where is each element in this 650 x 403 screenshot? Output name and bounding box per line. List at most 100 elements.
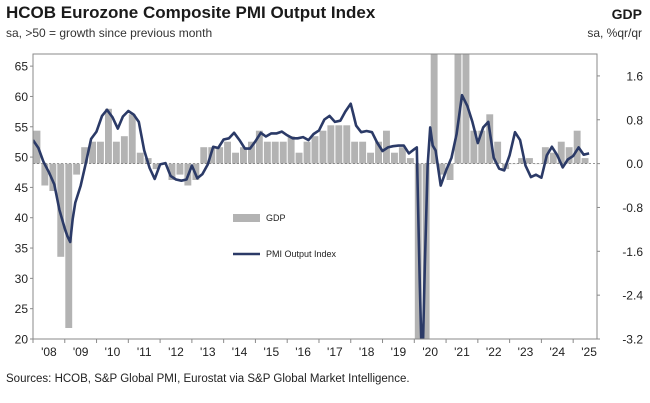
gdp-bar: [232, 152, 239, 164]
gdp-bar: [375, 141, 382, 164]
gdp-bar: [89, 141, 96, 164]
gdp-bar: [49, 163, 57, 191]
gdp-bar: [73, 163, 81, 175]
x-tick-label: '24: [549, 345, 565, 359]
gdp-bar: [120, 136, 128, 164]
x-tick-label: '11: [137, 345, 152, 359]
gdp-bar: [518, 158, 525, 164]
right-tick-label: -0.8: [622, 201, 643, 215]
x-tick-label: '20: [422, 345, 438, 359]
gdp-bar: [41, 163, 49, 186]
gdp-bar: [271, 141, 279, 164]
plot-frame: [32, 53, 598, 340]
x-tick-label: '17: [327, 345, 343, 359]
x-tick-label: '25: [581, 345, 597, 359]
right-tick-label: -1.6: [622, 245, 643, 259]
legend-gdp-swatch: [233, 214, 260, 222]
legend-gdp-label: GDP: [266, 213, 286, 223]
gdp-bar: [224, 141, 231, 164]
chart-title: HCOB Eurozone Composite PMI Output Index: [6, 3, 376, 22]
right-tick-label: -2.4: [622, 289, 643, 303]
left-tick-label: 25: [15, 302, 29, 316]
right-axis-title: GDP: [611, 6, 642, 22]
left-tick-label: 55: [15, 120, 29, 134]
gdp-bar: [319, 130, 327, 164]
x-tick-label: '12: [168, 345, 184, 359]
gdp-bar: [311, 136, 319, 164]
gdp-bars: [33, 54, 589, 339]
gdp-bar: [295, 152, 303, 164]
left-tick-label: 45: [15, 181, 29, 195]
left-tick-label: 35: [15, 242, 29, 256]
gdp-bar: [136, 152, 144, 164]
right-axis-ticks: -3.2 -2.4 -1.6 -0.8 0.0 0.8 1.6: [597, 69, 643, 347]
right-axis-subtitle: sa, %qr/qr: [587, 26, 642, 40]
right-tick-label: 0.0: [626, 157, 643, 171]
gdp-bar: [216, 147, 224, 164]
gdp-bar: [494, 141, 502, 164]
chart-subtitle: sa, >50 = growth since previous month: [6, 26, 213, 40]
gdp-bar: [557, 141, 565, 164]
gdp-bar: [565, 147, 573, 164]
gdp-bar: [128, 114, 136, 164]
gdp-bar: [263, 141, 271, 164]
right-tick-label: 0.8: [626, 113, 643, 127]
gdp-bar: [248, 141, 255, 164]
gdp-bar: [176, 163, 184, 175]
legend-pmi-label: PMI Output Index: [266, 249, 337, 259]
x-tick-label: '13: [200, 345, 216, 359]
gdp-bar: [105, 108, 112, 164]
left-tick-label: 65: [15, 60, 29, 74]
x-tick-label: '15: [263, 345, 279, 359]
x-tick-label: '14: [232, 345, 248, 359]
gdp-bar: [406, 158, 414, 164]
right-tick-label: -3.2: [622, 333, 643, 347]
gdp-bar: [367, 152, 374, 164]
gdp-bar: [327, 125, 335, 164]
x-tick-label: '18: [359, 345, 375, 359]
gdp-bar: [287, 136, 295, 164]
gdp-bar: [470, 130, 478, 164]
gdp-bar: [430, 54, 438, 164]
plot-frame-rect: [32, 53, 598, 340]
left-tick-label: 40: [15, 211, 29, 225]
x-axis-ticks: '08 '09 '10 '11 '12 '13 '14 '15 '16 '17 '18 '19 '20 '…: [32, 339, 597, 359]
x-tick-label: '22: [486, 345, 502, 359]
gdp-bar: [351, 141, 359, 164]
gdp-bar: [549, 152, 557, 164]
gdp-bar: [303, 141, 311, 164]
gdp-bar: [438, 163, 446, 175]
gdp-bar: [478, 130, 486, 164]
gdp-bar: [168, 163, 176, 180]
gdp-bar: [359, 141, 367, 164]
gdp-bar: [97, 141, 104, 164]
left-tick-label: 20: [15, 333, 29, 347]
gdp-bar: [526, 158, 533, 164]
x-tick-label: '23: [518, 345, 534, 359]
chart-legend: GDP PMI Output Index: [233, 213, 337, 259]
left-tick-label: 50: [15, 151, 29, 165]
gdp-bar: [152, 163, 160, 170]
gdp-bar: [573, 130, 581, 164]
x-tick-label: '08: [41, 345, 57, 359]
source-note: Sources: HCOB, S&P Global PMI, Eurostat …: [6, 373, 410, 385]
gdp-bar: [112, 141, 120, 164]
gdp-bar: [391, 152, 398, 164]
x-tick-label: '16: [295, 345, 311, 359]
left-axis-ticks: 20 25 30 35 40 45 50 55 60 65: [15, 60, 33, 347]
gdp-bar: [446, 163, 454, 180]
x-tick-label: '19: [391, 345, 407, 359]
gdp-bar: [398, 147, 406, 164]
gdp-bar: [462, 54, 470, 164]
gdp-bar: [81, 147, 89, 164]
pmi-line-layer: [33, 93, 590, 339]
gdp-bar: [343, 125, 351, 164]
x-tick-label: '09: [73, 345, 89, 359]
gdp-bar: [541, 147, 549, 164]
gdp-bar: [279, 141, 287, 164]
gdp-bar: [335, 125, 343, 164]
gdp-bar: [240, 147, 247, 164]
left-tick-label: 30: [15, 272, 29, 286]
left-tick-label: 60: [15, 90, 29, 104]
